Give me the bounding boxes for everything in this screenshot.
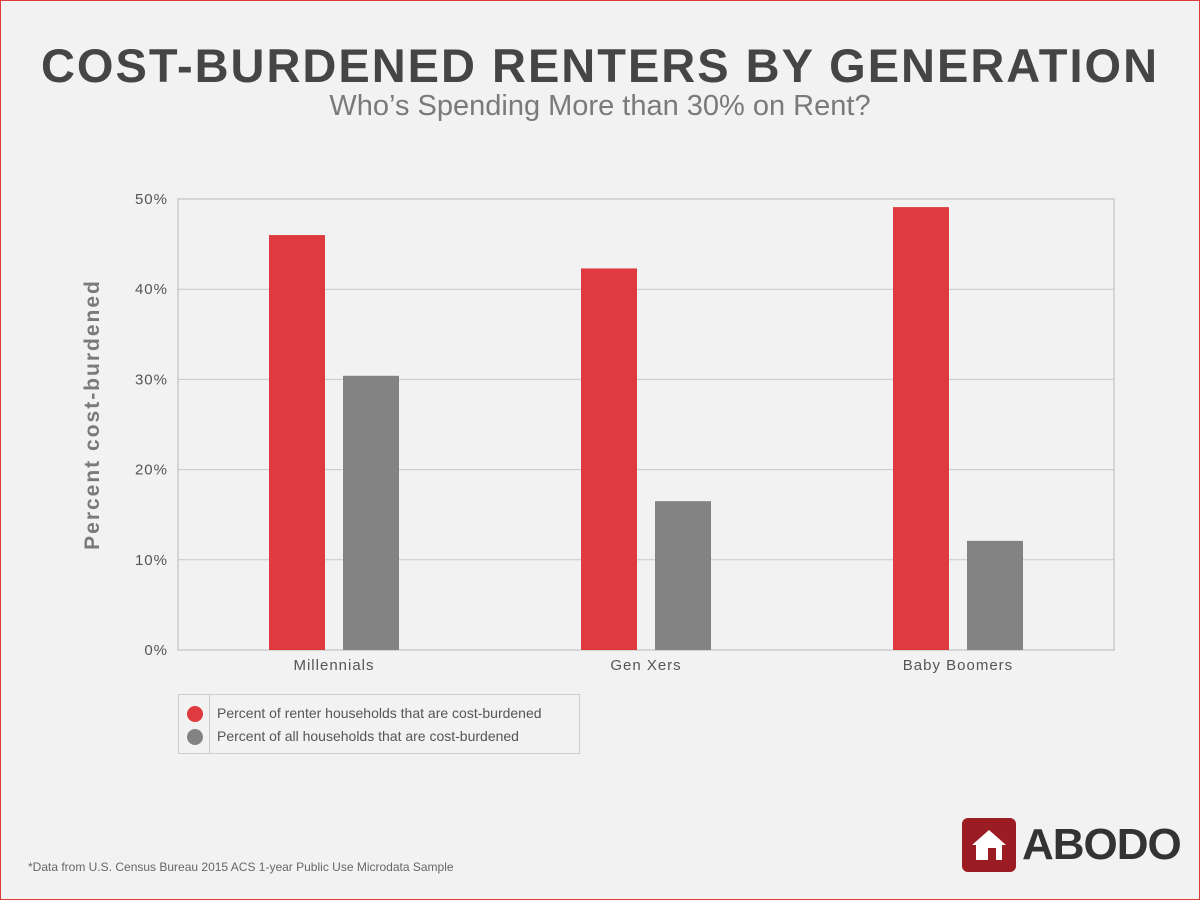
legend-label-renter: Percent of renter households that are co… <box>217 705 542 721</box>
y-tick-label: 20% <box>135 462 168 479</box>
bar-renter-gen-xers <box>581 268 637 650</box>
bar-renter-millennials <box>269 235 325 650</box>
x-tick-label: Gen Xers <box>610 657 681 674</box>
legend-swatch-renter <box>187 706 203 722</box>
bar-renter-baby-boomers <box>893 207 949 651</box>
y-tick-label: 50% <box>135 191 168 208</box>
x-tick-label: Baby Boomers <box>903 657 1013 674</box>
y-tick-label: 40% <box>135 281 168 298</box>
y-tick-label: 10% <box>135 552 168 569</box>
plot-area <box>178 199 1114 650</box>
chart-subtitle: Who’s Spending More than 30% on Rent? <box>329 90 871 122</box>
legend: Percent of renter households that are co… <box>178 694 580 754</box>
house-icon <box>962 818 1016 872</box>
bar-all-baby-boomers <box>967 540 1023 650</box>
legend-item-renter: Percent of renter households that are co… <box>179 703 579 725</box>
plot-border <box>177 198 1115 651</box>
bar-all-gen-xers <box>655 501 711 650</box>
x-tick-label: Millennials <box>293 657 374 674</box>
abodo-logo: ABODO <box>962 818 1182 872</box>
legend-label-all: Percent of all households that are cost-… <box>217 728 519 744</box>
footnote: *Data from U.S. Census Bureau 2015 ACS 1… <box>28 860 454 874</box>
y-axis-label: Percent cost-burdened <box>81 279 104 550</box>
legend-item-all: Percent of all households that are cost-… <box>179 726 579 748</box>
chart-title: COST-BURDENED RENTERS BY GENERATION <box>40 39 1160 92</box>
bar-all-millennials <box>343 375 399 650</box>
legend-divider <box>209 695 210 753</box>
y-tick-label: 30% <box>135 371 168 388</box>
y-tick-label: 0% <box>144 642 168 659</box>
legend-swatch-all <box>187 729 203 745</box>
logo-wordmark: ABODO <box>1022 820 1182 869</box>
